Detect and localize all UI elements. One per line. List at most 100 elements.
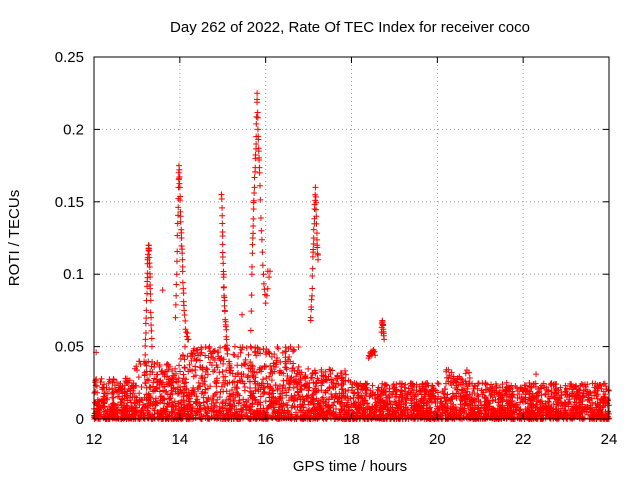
baseline-point: [226, 390, 233, 397]
baseline-point: [147, 400, 154, 407]
baseline-point: [461, 407, 468, 414]
baseline-point: [149, 369, 156, 376]
baseline-point: [213, 389, 220, 396]
baseline-point: [130, 406, 137, 413]
baseline-point: [101, 403, 108, 410]
baseline-point: [238, 373, 245, 380]
baseline-point: [172, 365, 179, 372]
baseline-point: [334, 398, 341, 405]
baseline-point: [135, 374, 142, 381]
baseline-point: [265, 403, 272, 410]
baseline-point: [351, 400, 358, 407]
baseline-point: [231, 351, 238, 358]
baseline-point: [207, 405, 214, 412]
data-point: [148, 327, 155, 334]
baseline-point: [198, 415, 205, 422]
baseline-point: [136, 401, 143, 408]
baseline-point: [193, 357, 200, 364]
data-point: [177, 218, 184, 225]
baseline-point: [338, 407, 345, 414]
data-point: [175, 169, 182, 176]
baseline-point: [297, 415, 304, 422]
baseline-point: [129, 383, 136, 390]
baseline-point: [181, 383, 188, 390]
baseline-point: [229, 370, 236, 377]
baseline-point: [152, 395, 159, 402]
baseline-point: [289, 402, 296, 409]
baseline-point: [357, 395, 364, 402]
data-point: [219, 232, 226, 239]
data-point: [260, 271, 267, 278]
baseline-point: [334, 374, 341, 381]
baseline-point: [272, 363, 279, 370]
baseline-point: [342, 410, 349, 417]
baseline-point: [181, 402, 188, 409]
baseline-point: [466, 369, 473, 376]
baseline-point: [367, 406, 374, 413]
baseline-point: [177, 355, 184, 362]
baseline-point: [130, 414, 137, 421]
baseline-point: [571, 399, 578, 406]
baseline-point: [231, 397, 238, 404]
data-point: [309, 265, 316, 272]
baseline-point: [448, 369, 455, 376]
baseline-point: [197, 351, 204, 358]
baseline-point: [266, 383, 273, 390]
data-point: [181, 307, 188, 314]
baseline-point: [357, 385, 364, 392]
baseline-point: [522, 406, 529, 413]
baseline-point: [285, 380, 292, 387]
baseline-point: [211, 402, 218, 409]
baseline-point: [421, 393, 428, 400]
baseline-point: [605, 409, 612, 416]
baseline-point: [597, 381, 604, 388]
baseline-point: [103, 395, 110, 402]
baseline-point: [163, 367, 170, 374]
baseline-point: [310, 410, 317, 417]
baseline-point: [382, 412, 389, 419]
baseline-point: [187, 413, 194, 420]
y-tick-label: 0: [76, 411, 84, 428]
baseline-point: [325, 401, 332, 408]
baseline-point: [178, 389, 185, 396]
baseline-point: [486, 403, 493, 410]
baseline-point: [249, 401, 256, 408]
baseline-point: [254, 409, 261, 416]
data-point: [248, 308, 255, 315]
baseline-point: [275, 406, 282, 413]
baseline-point: [346, 406, 353, 413]
baseline-point: [568, 384, 575, 391]
baseline-point: [172, 403, 179, 410]
baseline-point: [386, 385, 393, 392]
baseline-point: [345, 377, 352, 384]
baseline-point: [277, 358, 284, 365]
baseline-point: [133, 367, 140, 374]
baseline-point: [219, 412, 226, 419]
baseline-point: [228, 415, 235, 422]
baseline-point: [226, 364, 233, 371]
baseline-point: [343, 402, 350, 409]
baseline-point: [459, 377, 466, 384]
data-point: [257, 215, 264, 222]
baseline-point: [204, 371, 211, 378]
baseline-point: [391, 398, 398, 405]
baseline-point: [141, 394, 148, 401]
baseline-point: [249, 363, 256, 370]
baseline-point: [147, 394, 154, 401]
data-point: [533, 371, 540, 378]
data-point: [258, 236, 265, 243]
baseline-point: [210, 392, 217, 399]
baseline-point: [573, 394, 580, 401]
baseline-point: [318, 395, 325, 402]
baseline-point: [397, 413, 404, 420]
baseline-point: [98, 375, 105, 382]
baseline-point: [154, 410, 161, 417]
baseline-point: [161, 400, 168, 407]
baseline-point: [205, 395, 212, 402]
baseline-point: [522, 394, 529, 401]
data-point: [381, 336, 388, 343]
baseline-point: [231, 378, 238, 385]
data-point: [313, 206, 320, 213]
baseline-point: [413, 403, 420, 410]
